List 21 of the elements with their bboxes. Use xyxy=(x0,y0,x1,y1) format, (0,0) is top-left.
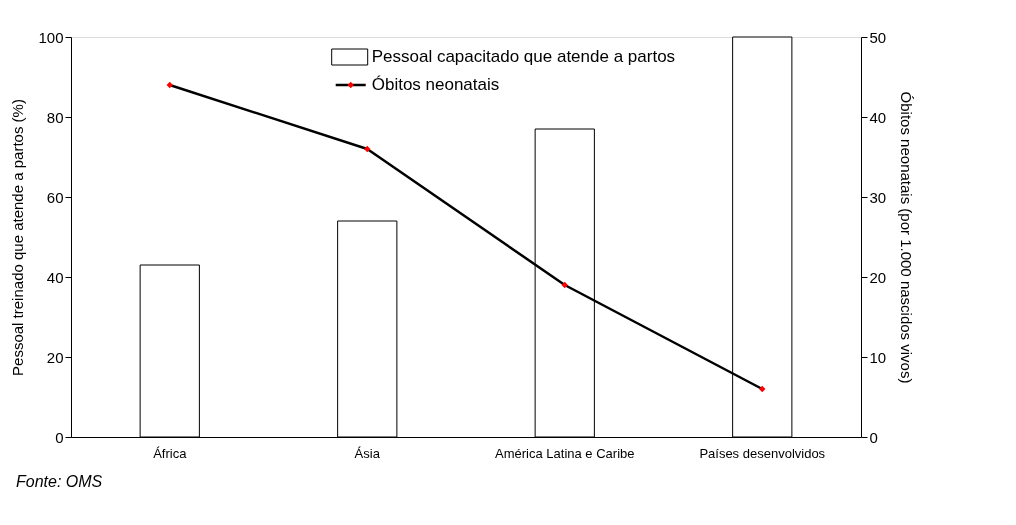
y-tick-label: 0 xyxy=(55,428,64,446)
y2-tick-label: 30 xyxy=(869,188,887,206)
y-tick-label: 100 xyxy=(38,28,64,46)
y2-tick-label: 10 xyxy=(869,348,887,366)
legend-label: Óbitos neonatais xyxy=(371,75,500,94)
y2-tick-label: 20 xyxy=(869,268,887,286)
y2-tick-label: 50 xyxy=(869,28,887,46)
legend-label: Pessoal capacitado que atende a partos xyxy=(371,47,676,66)
x-tick-label: África xyxy=(153,445,188,461)
x-tick-label: Ásia xyxy=(354,445,381,461)
y2-tick-label: 0 xyxy=(869,428,878,446)
source-note: Fonte: OMS xyxy=(16,473,103,490)
y-tick-label: 40 xyxy=(46,268,64,286)
y-tick-label: 80 xyxy=(46,108,64,126)
y-tick-label: 20 xyxy=(46,348,64,366)
y-axis-title: Pessoal treinado que atende a partos (%) xyxy=(9,99,27,376)
x-tick-label: Países desenvolvidos xyxy=(699,445,826,461)
y2-axis-title: Óbitos neonatais (por 1.000 nascidos vivos) xyxy=(898,91,916,384)
x-tick-label: América Latina e Caribe xyxy=(495,445,635,461)
y2-tick-label: 40 xyxy=(869,108,887,126)
y-tick-label: 60 xyxy=(46,188,64,206)
